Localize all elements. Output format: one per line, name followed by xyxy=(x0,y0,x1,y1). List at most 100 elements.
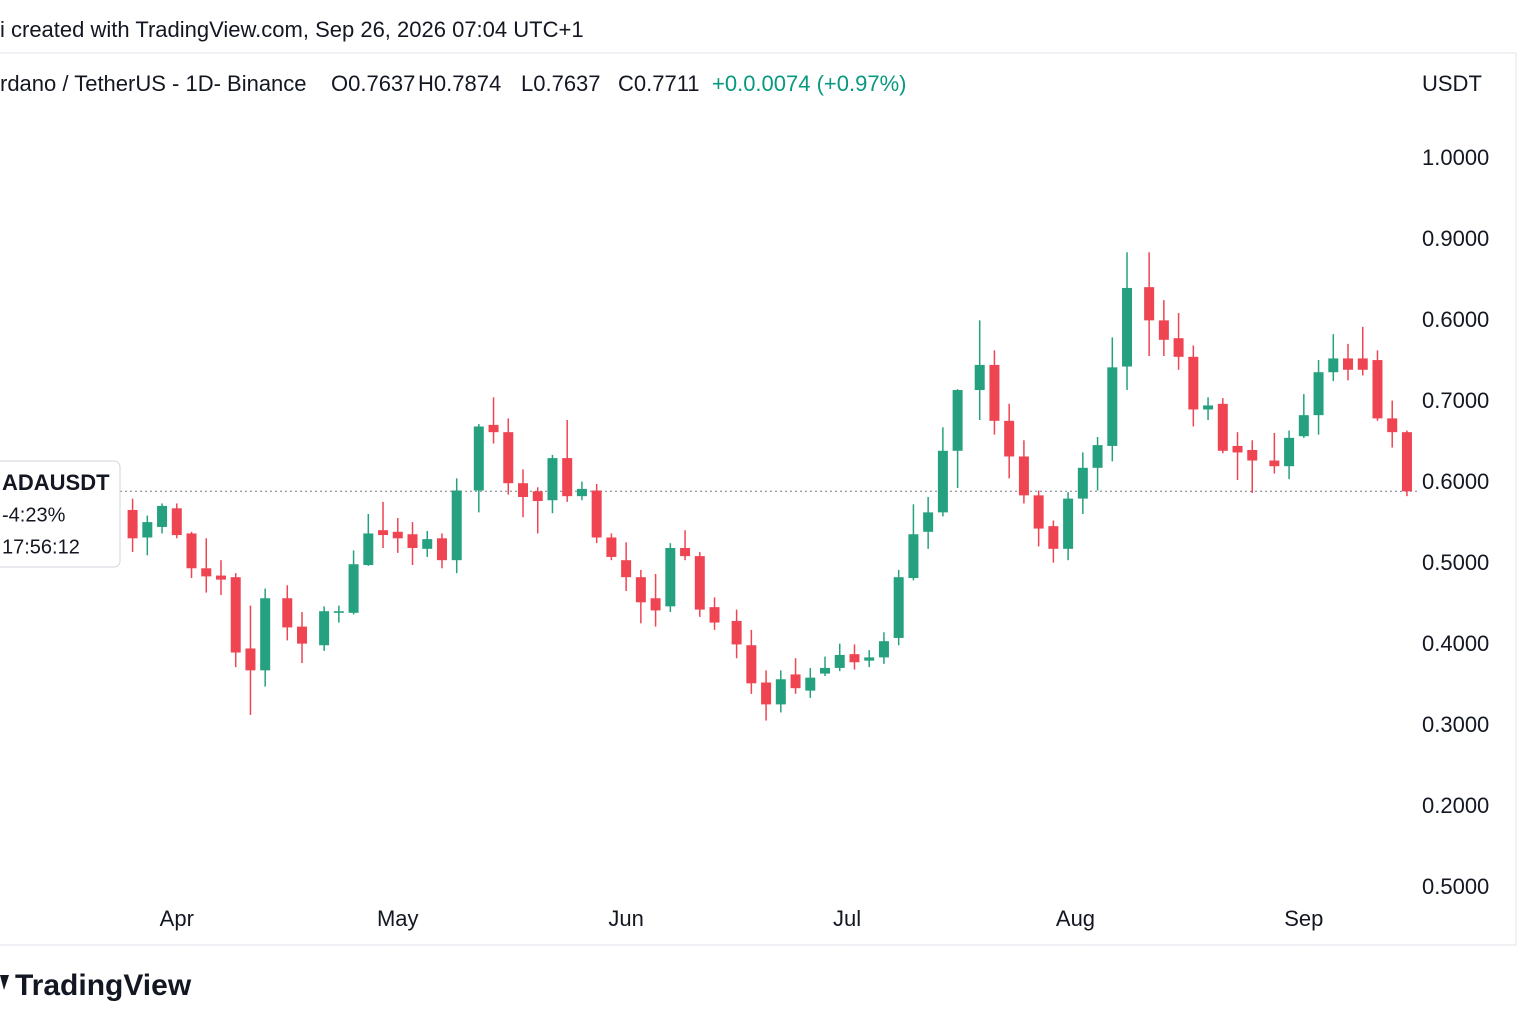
x-tick-label: Jun xyxy=(608,906,643,931)
candle-body xyxy=(282,598,293,628)
candle-body xyxy=(849,654,860,663)
candle-body xyxy=(422,539,433,549)
ticker-symbol: ADAUSDT xyxy=(2,470,110,495)
candle-body xyxy=(1077,467,1088,499)
candle-body xyxy=(297,626,308,644)
plot xyxy=(0,158,1421,948)
candle-body xyxy=(1357,358,1368,370)
ohlc-label: L0.7637 xyxy=(521,71,601,96)
candle-body xyxy=(1284,437,1295,467)
y-tick-label: 0.6000 xyxy=(1422,469,1489,494)
candle-body xyxy=(1173,338,1184,357)
candle-body xyxy=(392,531,403,539)
ticker-box: ADAUSDT -4:23% 17:56:12 xyxy=(0,460,121,568)
candle-body xyxy=(1158,320,1169,340)
candle-body xyxy=(775,679,786,705)
candle-body xyxy=(532,491,543,502)
candle-body xyxy=(1387,418,1398,433)
candle-body xyxy=(606,537,617,557)
candle-body xyxy=(635,577,646,603)
candle-body xyxy=(1048,526,1059,549)
ticker-box-frame xyxy=(0,460,121,568)
candle-body xyxy=(260,598,271,671)
y-tick-label: 0.5000 xyxy=(1422,550,1489,575)
candle-body xyxy=(878,641,889,658)
x-tick-label: Aug xyxy=(1056,906,1095,931)
candle-body xyxy=(201,568,212,577)
y-tick-label: 0.7000 xyxy=(1422,388,1489,413)
candle-body xyxy=(923,512,934,532)
candle-body xyxy=(1269,460,1280,467)
candle-body xyxy=(1144,287,1155,321)
y-tick-label: 0.6000 xyxy=(1422,307,1489,332)
candle-body xyxy=(230,577,241,653)
candle-body xyxy=(694,556,705,610)
candle-body xyxy=(761,682,772,705)
candle-body xyxy=(1328,358,1339,373)
candle-body xyxy=(436,538,447,561)
brand: TradingView xyxy=(15,969,192,1002)
candle-body xyxy=(547,458,558,501)
ohlc-label: H0.7874 xyxy=(418,71,501,96)
candle-body xyxy=(1401,432,1412,492)
candle-body xyxy=(562,458,573,497)
candle-body xyxy=(665,548,676,607)
candle-body xyxy=(864,657,875,661)
change: +0.0.0074 (+0.97%) xyxy=(712,71,906,96)
ticker-countdown: 17:56:12 xyxy=(2,536,80,558)
candle-body xyxy=(518,483,529,497)
ticker-change: -4:23% xyxy=(2,504,66,526)
y-tick-label: 0.4000 xyxy=(1422,631,1489,656)
y-tick-label: 1.0000 xyxy=(1422,145,1489,170)
candle-body xyxy=(1188,356,1199,410)
candle-body xyxy=(1004,420,1015,457)
candle-body xyxy=(378,530,389,536)
candle-body xyxy=(1298,415,1309,437)
candle-body xyxy=(805,677,816,691)
candle-body xyxy=(937,450,948,513)
candle-body xyxy=(503,432,514,484)
candle-body xyxy=(488,424,499,433)
candle-body xyxy=(1232,445,1243,453)
x-tick-label: Apr xyxy=(160,906,194,931)
candle-body xyxy=(1203,405,1214,410)
symbol: rdano / TetherUS - 1D- Binance xyxy=(0,71,307,96)
y-tick-label: 0.5000 xyxy=(1422,874,1489,899)
candle-body xyxy=(908,534,919,578)
candle-body xyxy=(790,674,801,689)
candle-body xyxy=(186,533,197,569)
candle-body xyxy=(142,522,153,538)
y-tick-label: 0.2000 xyxy=(1422,793,1489,818)
candle-body xyxy=(1247,449,1258,461)
candle-body xyxy=(157,505,168,527)
ohlc-label: O0.7637 xyxy=(331,71,415,96)
candle-body xyxy=(451,490,462,561)
x-tick-label: Sep xyxy=(1284,906,1323,931)
candle-body xyxy=(1033,495,1044,529)
candle-body xyxy=(1018,456,1029,496)
candle-body xyxy=(893,577,904,638)
candle-body xyxy=(820,667,831,674)
candle-body xyxy=(709,607,720,623)
candle-body xyxy=(348,564,359,613)
candle-body xyxy=(1313,372,1324,416)
axis-unit: USDT xyxy=(1422,71,1482,96)
ohlc-label: C0.7711 xyxy=(618,71,700,96)
candle-body xyxy=(1343,358,1354,370)
y-tick-label: 0.9000 xyxy=(1422,226,1489,251)
x-tick-label: May xyxy=(377,906,419,931)
candle-body xyxy=(127,509,138,539)
candle-body xyxy=(1063,498,1074,549)
candle-body xyxy=(333,611,344,613)
candle-body xyxy=(621,560,632,578)
candle-body xyxy=(245,648,256,671)
candle-body xyxy=(1122,287,1133,367)
brand-logo xyxy=(0,975,9,990)
candle-body xyxy=(171,508,182,536)
candle-body xyxy=(576,488,587,497)
candle-body xyxy=(1107,367,1118,446)
candle-body xyxy=(319,611,330,646)
candle-body xyxy=(834,654,845,668)
